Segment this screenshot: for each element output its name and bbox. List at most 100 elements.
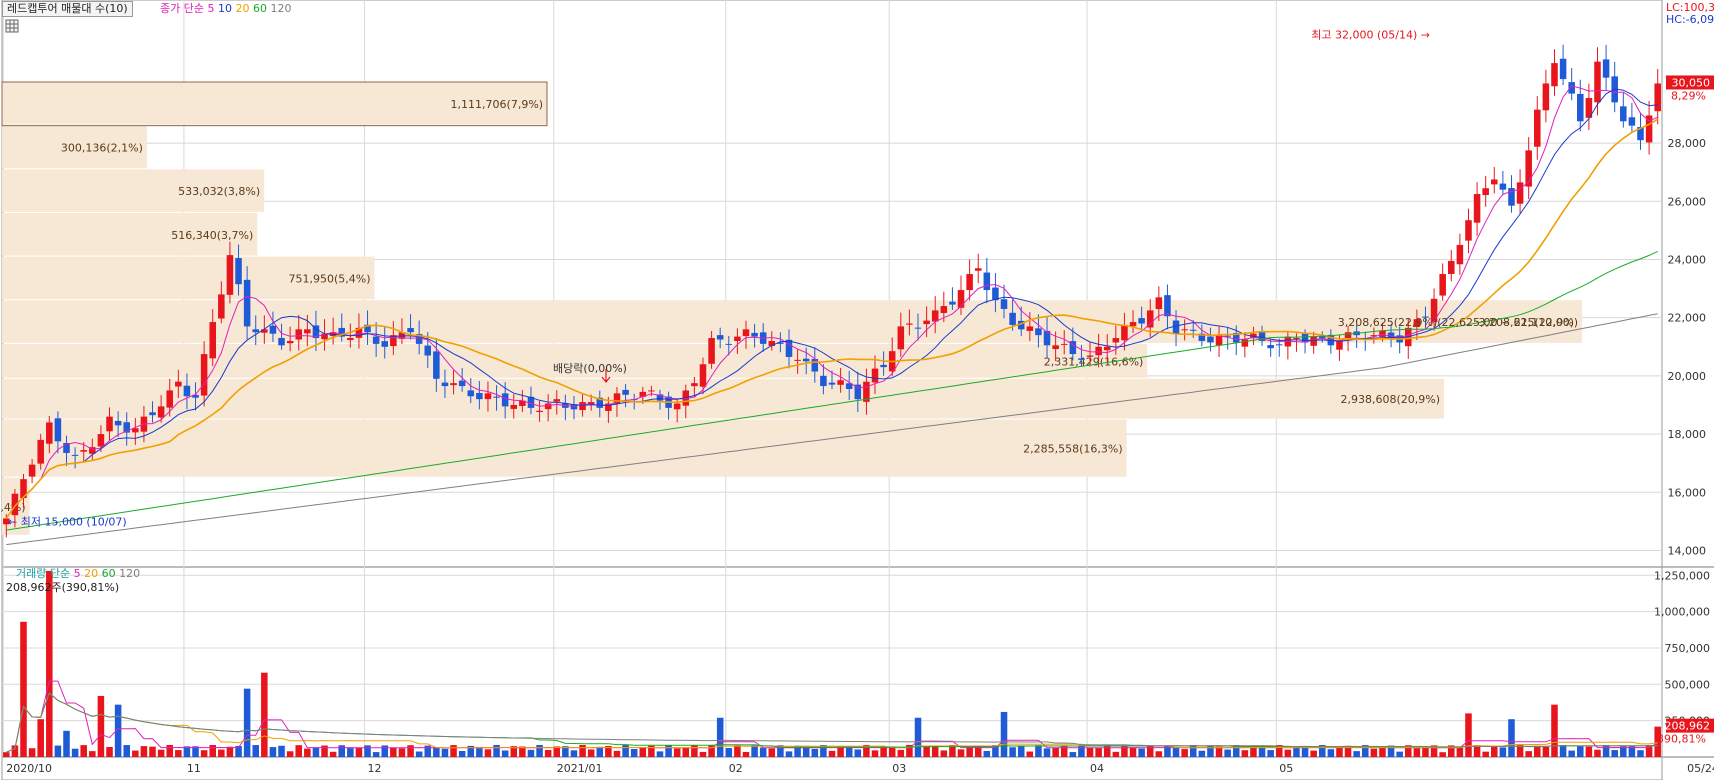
volume-bar (1035, 745, 1042, 757)
volume-bar (536, 745, 543, 757)
candle-body (1146, 310, 1154, 328)
chart-title[interactable]: 레드캡투어 매물대 수(10) (2, 1, 133, 17)
candle-body (304, 329, 311, 334)
vol-ma20-label: 20 (84, 567, 99, 580)
volume-bar (1353, 751, 1360, 757)
volume-bar (1577, 746, 1584, 757)
price-tick-label: 18,000 (1668, 428, 1707, 441)
date-tick-label: 05 (1279, 762, 1293, 775)
volume-bar (828, 750, 836, 757)
volume-bar (708, 745, 715, 757)
volume-bar (1164, 745, 1171, 757)
candle-body (321, 333, 328, 340)
candle-body (1473, 194, 1481, 223)
volume-bar (106, 746, 113, 757)
candle-body (828, 382, 836, 385)
volume-bar (1336, 746, 1343, 757)
candle-body (992, 287, 999, 301)
candle-body (347, 338, 354, 341)
candle-body (484, 393, 492, 400)
candle-body (691, 383, 698, 387)
volume-bar (1189, 745, 1197, 757)
volume-bar (863, 745, 870, 757)
volume-bar (802, 747, 810, 757)
volume-bar (742, 751, 750, 757)
volume-bar (1473, 745, 1481, 757)
candle-body (1172, 320, 1180, 334)
volume-profile-bar (2, 378, 1445, 419)
volume-bar (20, 621, 27, 757)
candle-body (433, 351, 440, 379)
candle-body (914, 327, 922, 329)
candle-body (28, 464, 36, 477)
candle-body (811, 358, 819, 372)
candle-body (252, 329, 259, 333)
candle-body (1258, 332, 1266, 341)
candle-body (802, 358, 810, 362)
volume-bar (1516, 745, 1524, 757)
candle-body (656, 394, 664, 401)
candle-body (1069, 341, 1077, 355)
volume-bar (1361, 745, 1369, 757)
candle-body (11, 493, 19, 516)
candle-body (1052, 345, 1059, 349)
candle-body (390, 335, 397, 347)
volume-bar (871, 750, 879, 757)
volume-bar (940, 750, 948, 757)
volume-bar (200, 750, 208, 757)
volume-bar (209, 745, 216, 757)
volume-bar (372, 752, 380, 757)
grid-toggle-icon[interactable] (5, 19, 19, 33)
volume-ratio-label: 390,81% (1657, 733, 1706, 746)
candle-body (261, 329, 268, 333)
volume-bar (1448, 745, 1455, 757)
candle-body (157, 406, 165, 418)
candle-body (312, 325, 320, 339)
candle-body (1155, 297, 1163, 310)
candle-body (1413, 319, 1421, 327)
grid-icon-frame (5, 19, 19, 33)
volume-bar (820, 745, 827, 757)
date-tick-label: 03 (892, 762, 906, 775)
volume-profile-label: 516,340(3,7%) (171, 229, 253, 242)
candle-body (751, 332, 758, 337)
volume-bar (845, 746, 853, 757)
candle-body (1577, 93, 1584, 122)
candle-body (1215, 335, 1223, 346)
candle-body (880, 364, 887, 368)
volume-profile-bar (2, 419, 1127, 477)
candle-body (1086, 355, 1094, 357)
volume-bar (1232, 745, 1240, 757)
volume-bar (364, 745, 371, 757)
candle-body (622, 389, 629, 395)
candle-body (1095, 346, 1102, 356)
volume-bar (1215, 746, 1223, 757)
volume-bar (1327, 749, 1335, 757)
ma60-line (6, 250, 1658, 531)
candle-body (192, 394, 199, 398)
volume-bar (1430, 745, 1438, 757)
candle-body (89, 447, 96, 454)
candle-body (114, 420, 122, 426)
candle-body (1654, 83, 1661, 112)
candle-body (639, 391, 647, 397)
volume-bar (1318, 745, 1326, 757)
volume-bar (1146, 745, 1154, 757)
volume-bar (501, 750, 509, 757)
volume-bar (622, 745, 629, 757)
candle-body (1344, 332, 1352, 339)
candle-body (3, 518, 10, 525)
candle-body (1035, 328, 1042, 336)
current-price-label: 30,050 (1672, 76, 1711, 89)
ma5-label: 5 (207, 2, 215, 15)
candle-body (820, 375, 827, 387)
candle-body (1628, 117, 1636, 126)
volume-bar (519, 746, 526, 757)
volume-bar (312, 747, 320, 757)
ma10-label: 10 (217, 2, 232, 15)
candle-body (1525, 150, 1532, 187)
volume-bar (553, 746, 561, 757)
volume-bar (261, 672, 268, 757)
